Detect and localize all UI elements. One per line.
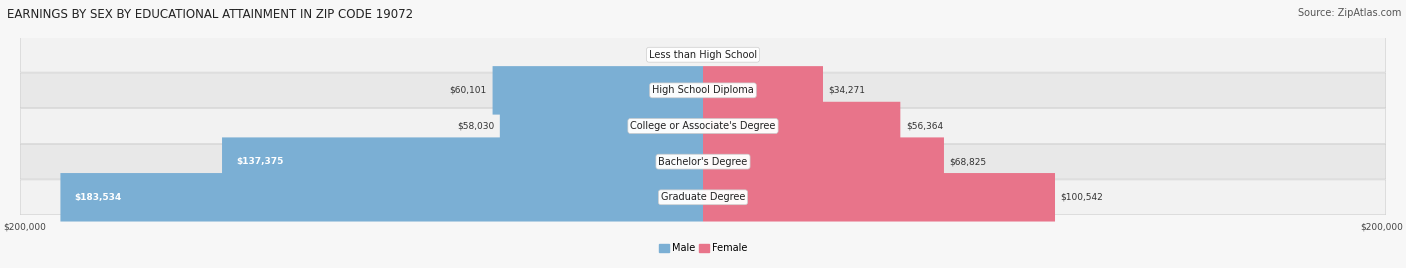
Text: Bachelor's Degree: Bachelor's Degree <box>658 157 748 167</box>
FancyBboxPatch shape <box>20 109 1386 143</box>
Text: $0: $0 <box>686 50 697 59</box>
Legend: Male, Female: Male, Female <box>655 239 751 257</box>
FancyBboxPatch shape <box>20 180 1386 215</box>
Text: $0: $0 <box>709 50 720 59</box>
FancyBboxPatch shape <box>60 173 703 222</box>
Text: Graduate Degree: Graduate Degree <box>661 192 745 202</box>
Text: Source: ZipAtlas.com: Source: ZipAtlas.com <box>1298 8 1402 18</box>
Text: $183,534: $183,534 <box>75 193 122 202</box>
FancyBboxPatch shape <box>703 137 943 186</box>
FancyBboxPatch shape <box>20 37 1386 72</box>
Text: $200,000: $200,000 <box>3 223 45 232</box>
Text: $60,101: $60,101 <box>450 86 486 95</box>
FancyBboxPatch shape <box>703 66 823 115</box>
Text: High School Diploma: High School Diploma <box>652 85 754 95</box>
Text: $56,364: $56,364 <box>905 121 943 131</box>
Text: $200,000: $200,000 <box>1361 223 1403 232</box>
Text: EARNINGS BY SEX BY EDUCATIONAL ATTAINMENT IN ZIP CODE 19072: EARNINGS BY SEX BY EDUCATIONAL ATTAINMEN… <box>7 8 413 21</box>
Text: Less than High School: Less than High School <box>650 50 756 60</box>
FancyBboxPatch shape <box>222 137 703 186</box>
FancyBboxPatch shape <box>703 173 1054 222</box>
Text: $58,030: $58,030 <box>457 121 495 131</box>
FancyBboxPatch shape <box>703 102 900 150</box>
FancyBboxPatch shape <box>499 102 703 150</box>
FancyBboxPatch shape <box>20 144 1386 179</box>
FancyBboxPatch shape <box>492 66 703 115</box>
Text: $100,542: $100,542 <box>1060 193 1104 202</box>
FancyBboxPatch shape <box>20 73 1386 108</box>
Text: $34,271: $34,271 <box>828 86 866 95</box>
Text: $137,375: $137,375 <box>236 157 284 166</box>
Text: College or Associate's Degree: College or Associate's Degree <box>630 121 776 131</box>
Text: $68,825: $68,825 <box>949 157 987 166</box>
